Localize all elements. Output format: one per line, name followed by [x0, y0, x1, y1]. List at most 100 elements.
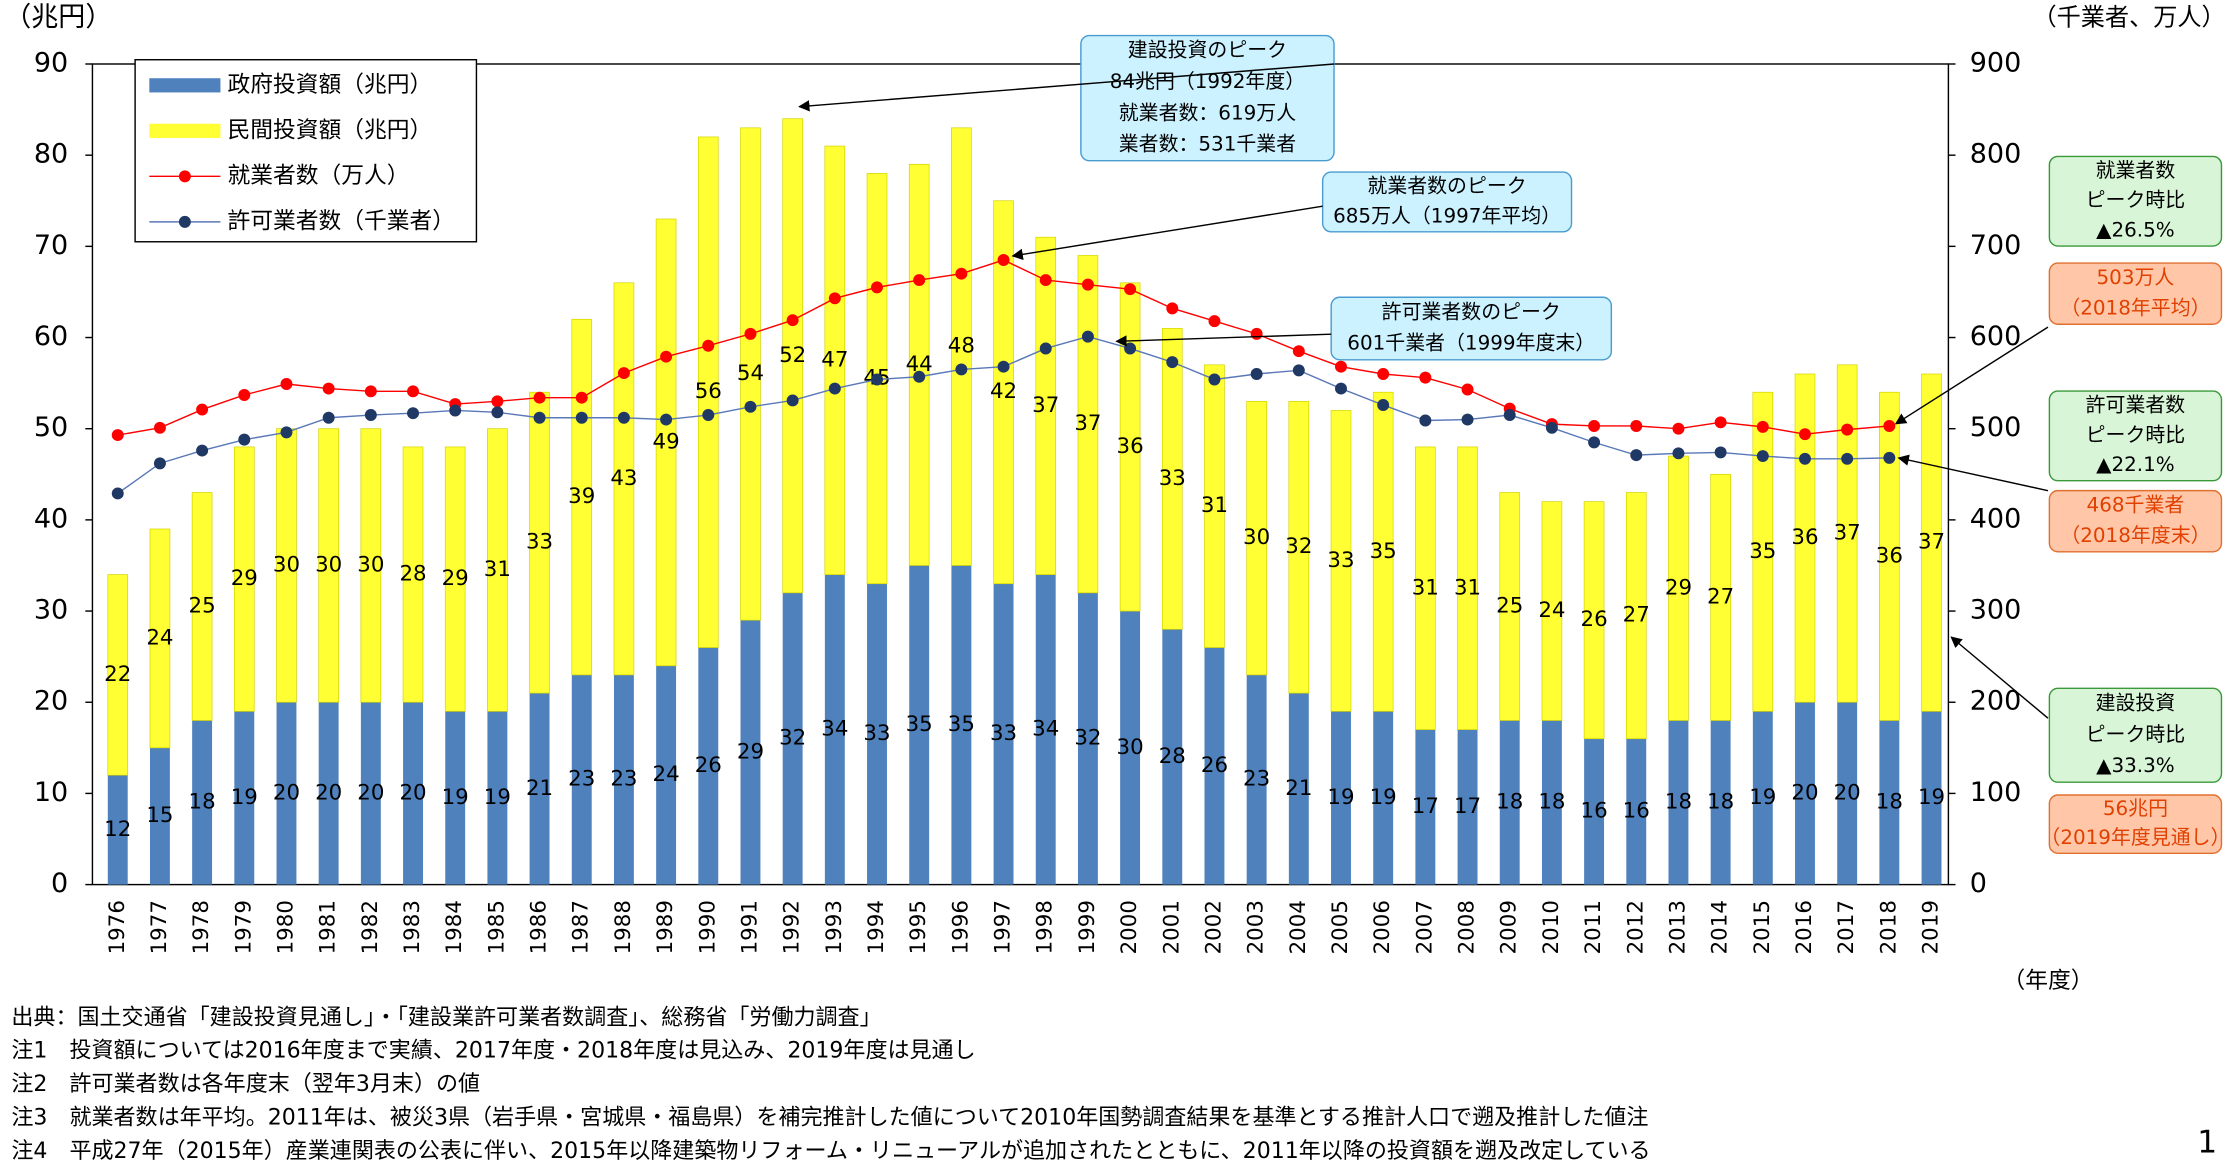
point	[702, 409, 715, 422]
value-label: 17	[1454, 794, 1481, 819]
point	[238, 388, 251, 401]
value-label: 37	[1918, 530, 1945, 555]
value-label: 31	[484, 557, 511, 582]
annotation-text: 468千業者	[2087, 493, 2185, 516]
y2-tick-label: 600	[1970, 321, 2022, 352]
bar	[1035, 574, 1056, 885]
bar	[1162, 629, 1183, 885]
bar	[444, 446, 466, 712]
y2-tick-label: 800	[1970, 139, 2022, 170]
bar	[1246, 400, 1267, 676]
value-label: 19	[484, 785, 511, 810]
x-tick-label: 1977	[147, 900, 172, 954]
bar	[697, 136, 719, 648]
bar	[1879, 391, 1900, 721]
x-tick-label: 2007	[1412, 900, 1437, 954]
point	[1545, 421, 1558, 434]
value-label: 18	[1496, 790, 1523, 815]
annotation-text: 601千業者（1999年度末）	[1347, 332, 1595, 355]
value-label: 52	[779, 343, 806, 368]
point	[744, 327, 757, 340]
bar	[1120, 611, 1141, 885]
y-tick-label: 20	[34, 686, 68, 717]
bar	[1499, 492, 1521, 721]
bar	[1795, 702, 1815, 885]
point	[1335, 360, 1347, 373]
point	[1377, 399, 1390, 411]
bar	[1668, 720, 1689, 885]
point	[1166, 302, 1179, 315]
value-label: 31	[1454, 575, 1481, 600]
value-label: 48	[948, 334, 975, 359]
bar	[1879, 720, 1900, 885]
annotation-text: ▲33.3%	[2096, 754, 2175, 777]
note: 注2 許可業者数は各年度末（翌年3月末）の値	[11, 1072, 480, 1097]
annotation-text: 許可業者数	[2086, 394, 2186, 417]
point	[1166, 356, 1179, 369]
annotation-box	[2048, 390, 2223, 482]
bar	[1330, 410, 1352, 712]
annotation-text: （2019年度見通し）	[2040, 826, 2230, 849]
point	[1081, 278, 1094, 291]
annotation-text: ピーク時比	[2086, 723, 2186, 746]
bar	[1077, 592, 1098, 885]
point	[1588, 436, 1601, 449]
value-label: 37	[1032, 393, 1059, 418]
value-label: 31	[1201, 493, 1228, 518]
value-label: 30	[1243, 525, 1270, 550]
point	[1208, 315, 1221, 328]
bar	[318, 428, 339, 703]
value-label: 42	[990, 379, 1017, 404]
bar	[951, 127, 972, 566]
point	[828, 382, 841, 395]
bar	[1373, 711, 1394, 885]
bar	[1457, 446, 1478, 730]
annotation-box	[1330, 296, 1613, 361]
y-tick-label: 50	[34, 412, 68, 443]
note: 注3 就業者数は年平均。2011年は、被災3県（岩手県・宮城県・福島県）を補完推…	[11, 1106, 1648, 1131]
value-label: 19	[442, 785, 469, 810]
x-tick-label: 1992	[780, 900, 805, 954]
bar	[1288, 400, 1310, 694]
point	[1419, 414, 1432, 427]
point	[828, 292, 841, 305]
value-label: 30	[273, 552, 300, 577]
value-label: 22	[104, 662, 131, 687]
x-tick-label: 2012	[1623, 900, 1648, 954]
point	[617, 411, 630, 424]
value-label: 28	[1159, 744, 1186, 769]
bar	[192, 720, 213, 885]
bar	[1710, 720, 1731, 885]
x-tick-label: 1989	[653, 900, 678, 954]
x-tick-label: 2009	[1497, 900, 1522, 954]
x-tick-label: 1983	[400, 900, 425, 954]
point	[702, 339, 715, 352]
point	[575, 411, 588, 424]
point	[997, 360, 1010, 373]
value-label: 26	[1581, 607, 1608, 632]
bar	[1836, 364, 1858, 703]
value-label: 33	[1327, 548, 1354, 573]
value-label: 35	[906, 712, 933, 737]
bar	[487, 711, 508, 885]
value-label: 33	[1159, 466, 1186, 491]
point	[1588, 419, 1601, 432]
bar	[698, 647, 719, 885]
bar	[909, 565, 930, 885]
annotation-box	[2048, 794, 2223, 855]
annotation-text: 就業者数：619万人	[1119, 101, 1296, 124]
point	[1124, 342, 1137, 355]
x-tick-label: 1980	[273, 900, 298, 954]
point	[1672, 447, 1685, 460]
value-label: 16	[1623, 799, 1650, 824]
bar	[107, 574, 129, 776]
value-label: 19	[1749, 785, 1776, 810]
annotation-arrow	[1011, 205, 1323, 260]
bar	[191, 492, 213, 721]
point	[1799, 428, 1811, 441]
value-label: 19	[1918, 785, 1945, 810]
x-tick-label: 1990	[695, 900, 720, 954]
value-label: 30	[315, 552, 342, 577]
page-number: 1	[2197, 1124, 2217, 1160]
y2-tick-label: 100	[1970, 777, 2022, 808]
